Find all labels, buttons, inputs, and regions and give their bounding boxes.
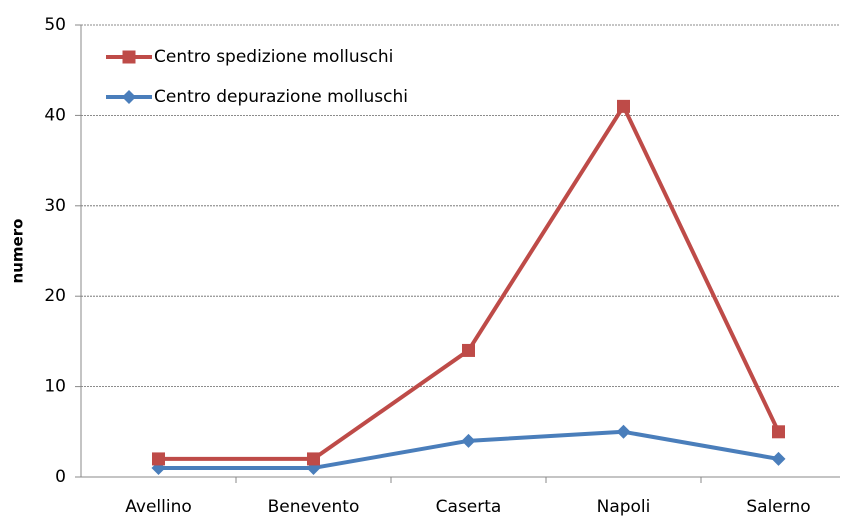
legend-marker [122,90,136,104]
data-point [617,99,630,113]
legend-marker [122,50,136,64]
data-point [771,451,786,466]
data-point [152,452,165,466]
data-point [461,433,476,448]
x-tick-label: Caserta [436,497,502,516]
data-point [772,425,785,439]
y-tick-label: 20 [44,286,66,306]
y-tick-label: 30 [44,196,66,216]
data-point [616,424,631,439]
data-point [462,343,475,357]
series-line [158,104,781,461]
legend-label: Centro depurazione molluschi [154,87,408,107]
x-tick-label: Napoli [597,497,651,516]
x-tick-label: Benevento [268,497,360,516]
data-point [307,452,320,466]
y-tick-label: 40 [44,105,66,125]
y-tick-label: 50 [44,15,66,35]
y-tick-label: 10 [44,377,66,397]
y-tick-label: 0 [55,467,66,487]
x-tick-label: Salerno [746,497,810,516]
y-axis-title: numero [9,219,27,284]
legend-label: Centro spedizione molluschi [154,47,393,67]
x-tick-label: Avellino [125,497,192,516]
